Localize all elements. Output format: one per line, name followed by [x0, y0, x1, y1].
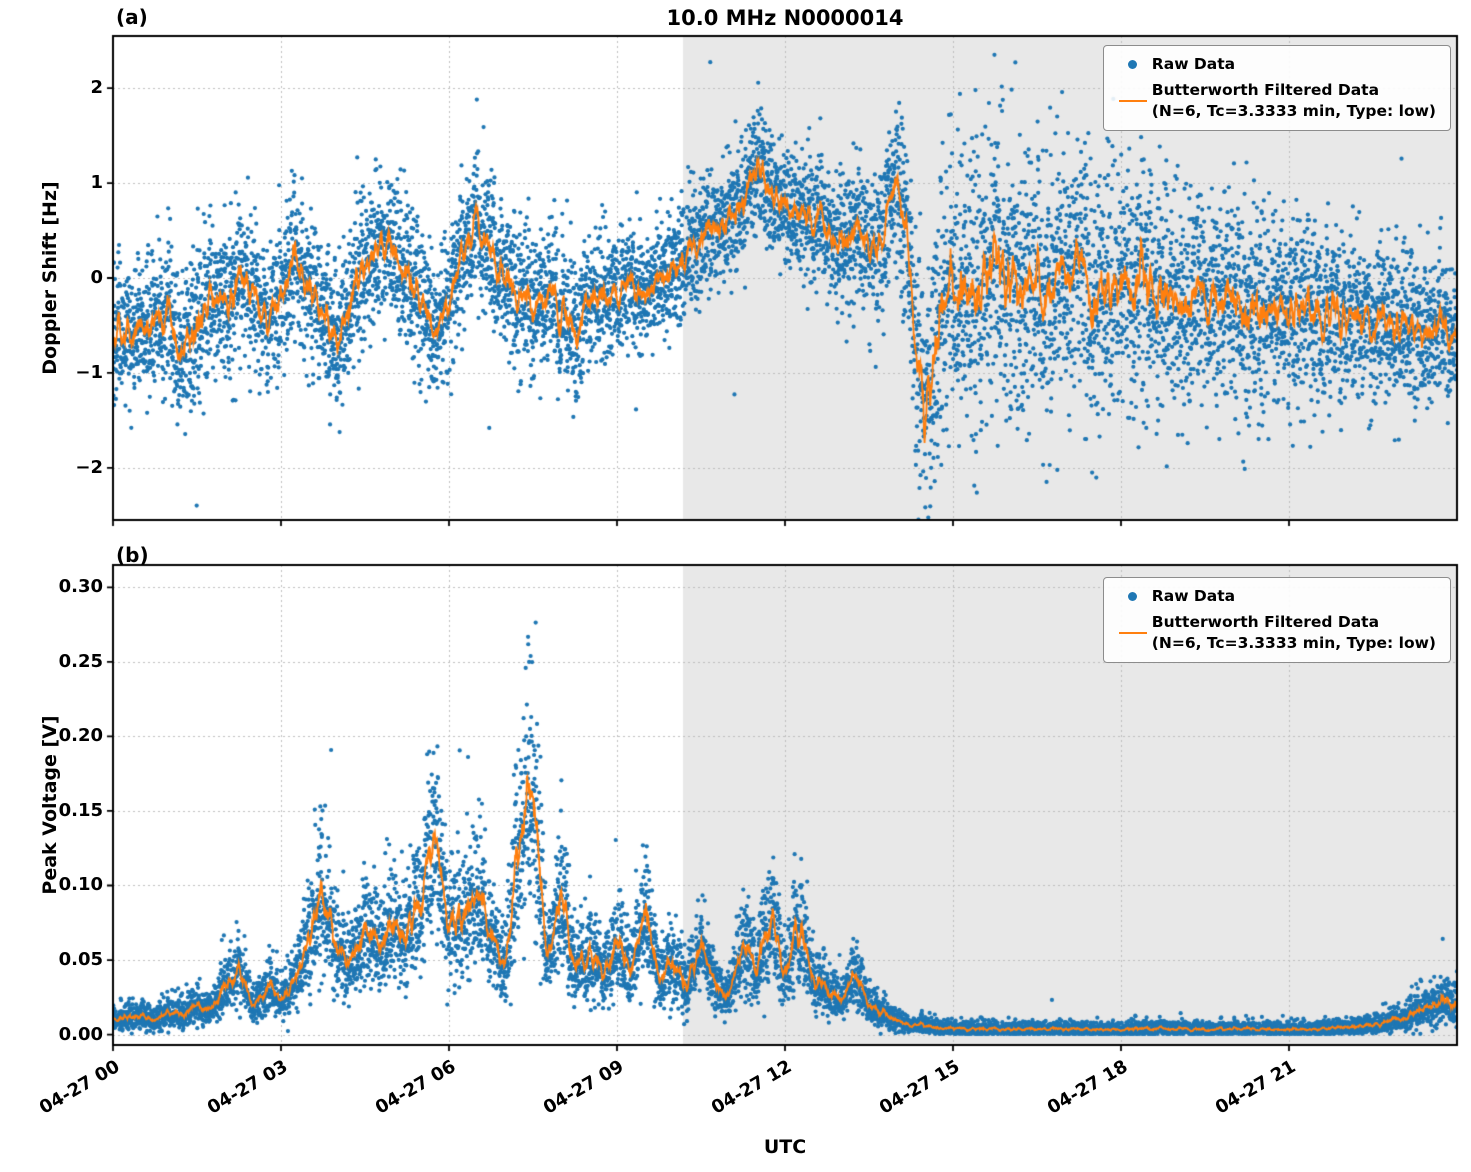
legend-panel-b: Raw Data Butterworth Filtered Data (N=6,…	[1102, 577, 1451, 663]
legend-entry-filtered: Butterworth Filtered Data (N=6, Tc=3.333…	[1114, 612, 1436, 654]
y-tick-label: −1	[75, 361, 103, 383]
legend-entry-raw: Raw Data	[1114, 54, 1436, 75]
line-sample-icon	[1118, 100, 1147, 102]
legend-entry-raw: Raw Data	[1114, 586, 1436, 607]
y-tick-label: 2	[90, 77, 103, 99]
legend-filtered-line1: Butterworth Filtered Data	[1151, 81, 1380, 99]
raw-data-marker	[1114, 60, 1152, 69]
scatter-dot-icon	[1128, 592, 1138, 601]
y-tick-label: 1	[90, 172, 103, 194]
panel-a-tag: (a)	[116, 5, 148, 29]
scatter-dot-icon	[1128, 60, 1138, 69]
y-tick-label: −2	[75, 456, 103, 478]
y-tick-label: 0.20	[58, 725, 103, 747]
legend-filtered-line1: Butterworth Filtered Data	[1151, 613, 1380, 631]
line-sample-icon	[1118, 632, 1147, 634]
legend-filtered-label: Butterworth Filtered Data (N=6, Tc=3.333…	[1152, 612, 1436, 654]
y-tick-label: 0.00	[58, 1023, 103, 1045]
y-tick-label: 0	[90, 267, 103, 288]
legend-filtered-label: Butterworth Filtered Data (N=6, Tc=3.333…	[1152, 80, 1436, 122]
legend-entry-filtered: Butterworth Filtered Data (N=6, Tc=3.333…	[1114, 80, 1436, 122]
chart-title: 10.0 MHz N0000014	[666, 6, 904, 30]
y-tick-label: 0.30	[58, 576, 103, 598]
filtered-data-marker	[1114, 632, 1152, 634]
legend-raw-label: Raw Data	[1151, 55, 1236, 73]
y-tick-label: 0.10	[58, 874, 103, 896]
y-tick-label: 0.25	[58, 650, 103, 672]
x-axis-label: UTC	[763, 1136, 807, 1158]
legend-panel-a: Raw Data Butterworth Filtered Data (N=6,…	[1102, 45, 1451, 131]
panel-b-tag: (b)	[116, 543, 149, 567]
raw-data-marker	[1114, 592, 1152, 601]
y-tick-label: 0.15	[58, 799, 103, 821]
legend-filtered-line2: (N=6, Tc=3.3333 min, Type: low)	[1151, 634, 1436, 652]
legend-raw-label: Raw Data	[1151, 587, 1236, 605]
y-tick-label: 0.05	[58, 949, 103, 971]
filtered-data-marker	[1114, 100, 1152, 102]
legend-filtered-line2: (N=6, Tc=3.3333 min, Type: low)	[1151, 102, 1436, 120]
